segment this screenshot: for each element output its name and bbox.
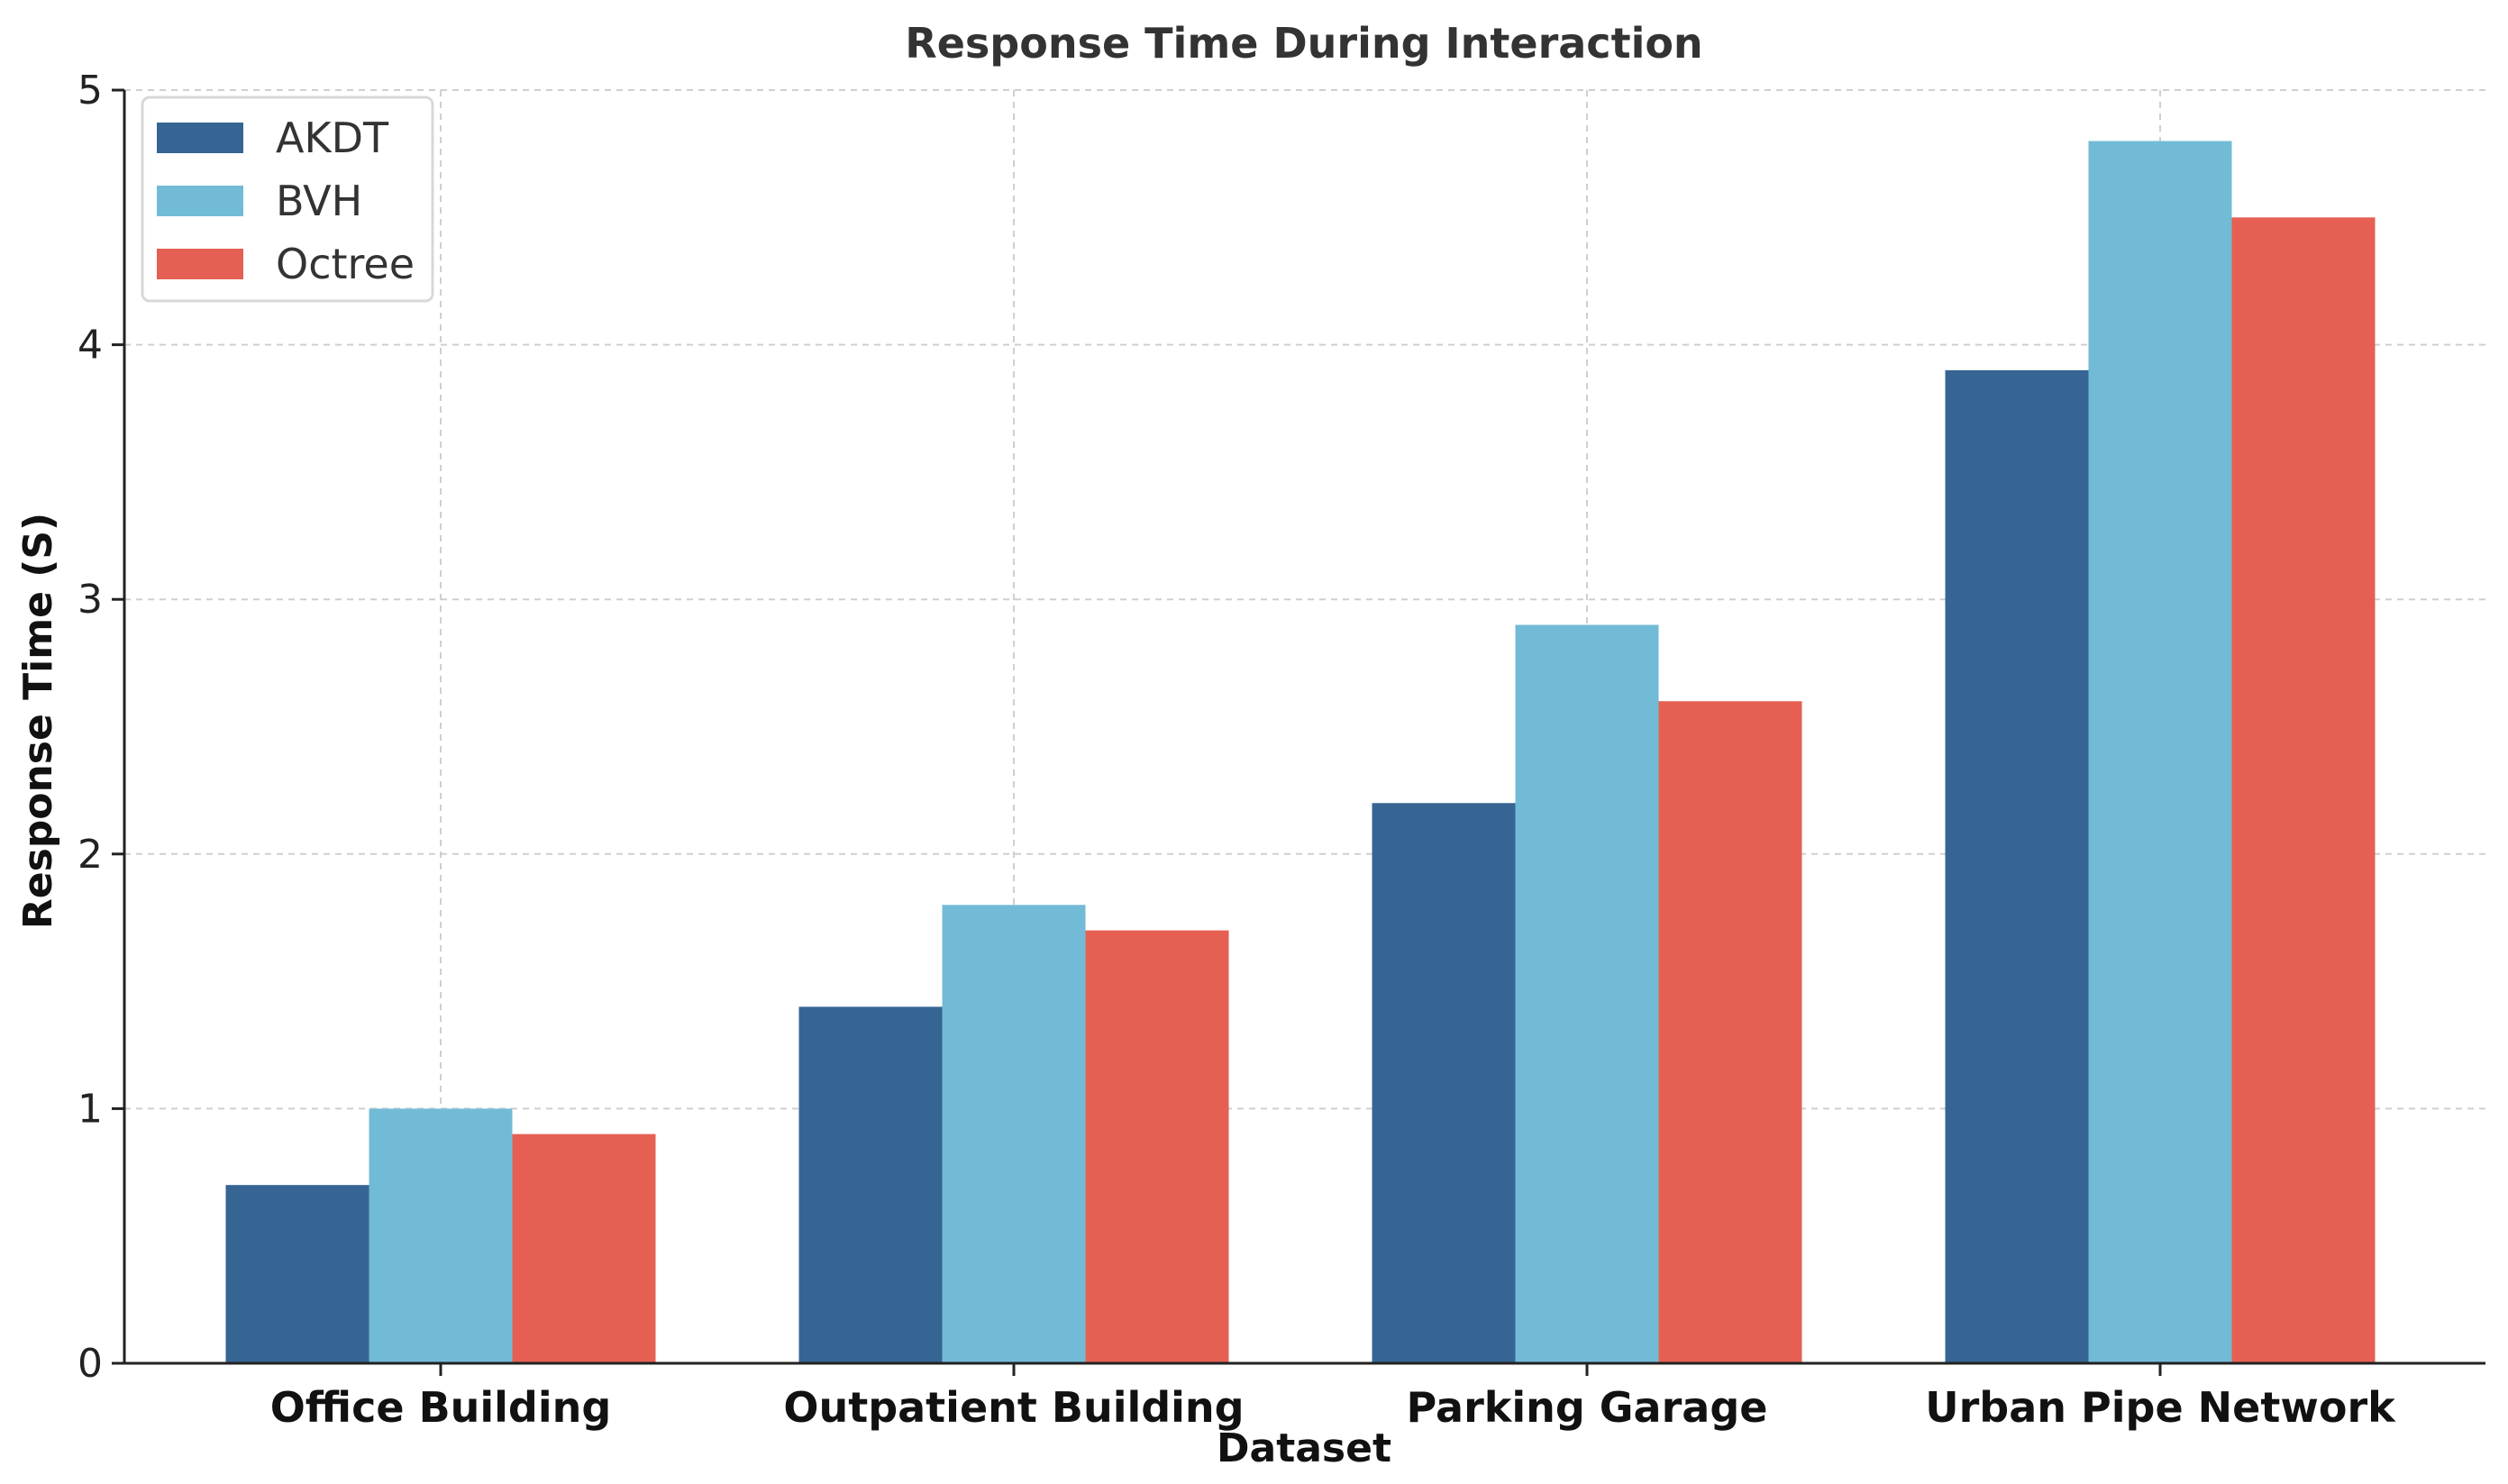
- x-tick-label: Outpatient Building: [783, 1383, 1244, 1432]
- bar-bvh-urban-pipe-network: [2088, 141, 2232, 1363]
- y-tick-label: 4: [78, 323, 103, 369]
- y-tick-label: 3: [78, 577, 103, 623]
- legend-label-bvh: BVH: [276, 177, 362, 225]
- bar-octree-urban-pipe-network: [2231, 217, 2376, 1363]
- x-axis-label: Dataset: [1217, 1425, 1391, 1471]
- bar-akdt-office-building: [225, 1185, 369, 1363]
- legend-swatch-bvh: [157, 186, 243, 216]
- bar-bvh-parking-garage: [1515, 624, 1659, 1363]
- bar-akdt-outpatient-building: [798, 1006, 943, 1363]
- x-tick-label: Urban Pipe Network: [1925, 1383, 2396, 1432]
- bar-akdt-urban-pipe-network: [1945, 369, 2089, 1363]
- legend: AKDT BVH Octree: [141, 96, 434, 303]
- x-tick-label: Parking Garage: [1407, 1383, 1768, 1432]
- y-tick-label: 2: [78, 832, 103, 878]
- y-tick-label: 5: [78, 68, 103, 114]
- bars: [225, 141, 2376, 1363]
- tick-labels: 0 1 2 3 4 5 Office Building Outpatient Building…: [78, 68, 2396, 1432]
- legend-swatch-octree: [157, 249, 243, 279]
- bar-octree-outpatient-building: [1085, 930, 1229, 1363]
- legend-swatch-akdt: [157, 123, 243, 153]
- legend-label-akdt: AKDT: [276, 114, 389, 162]
- axes: [112, 88, 2485, 1376]
- x-tick-label: Office Building: [270, 1383, 612, 1432]
- bar-octree-parking-garage: [1658, 701, 1802, 1363]
- y-tick-label: 1: [78, 1086, 103, 1132]
- bar-bvh-office-building: [369, 1108, 513, 1363]
- y-tick-label: 0: [78, 1341, 103, 1387]
- legend-label-octree: Octree: [276, 240, 415, 288]
- bar-bvh-outpatient-building: [942, 905, 1086, 1363]
- bar-octree-office-building: [512, 1133, 656, 1363]
- bar-akdt-parking-garage: [1372, 803, 1516, 1363]
- chart-title: Response Time During Interaction: [905, 19, 1702, 68]
- y-axis-label: Response Time (S): [15, 513, 61, 929]
